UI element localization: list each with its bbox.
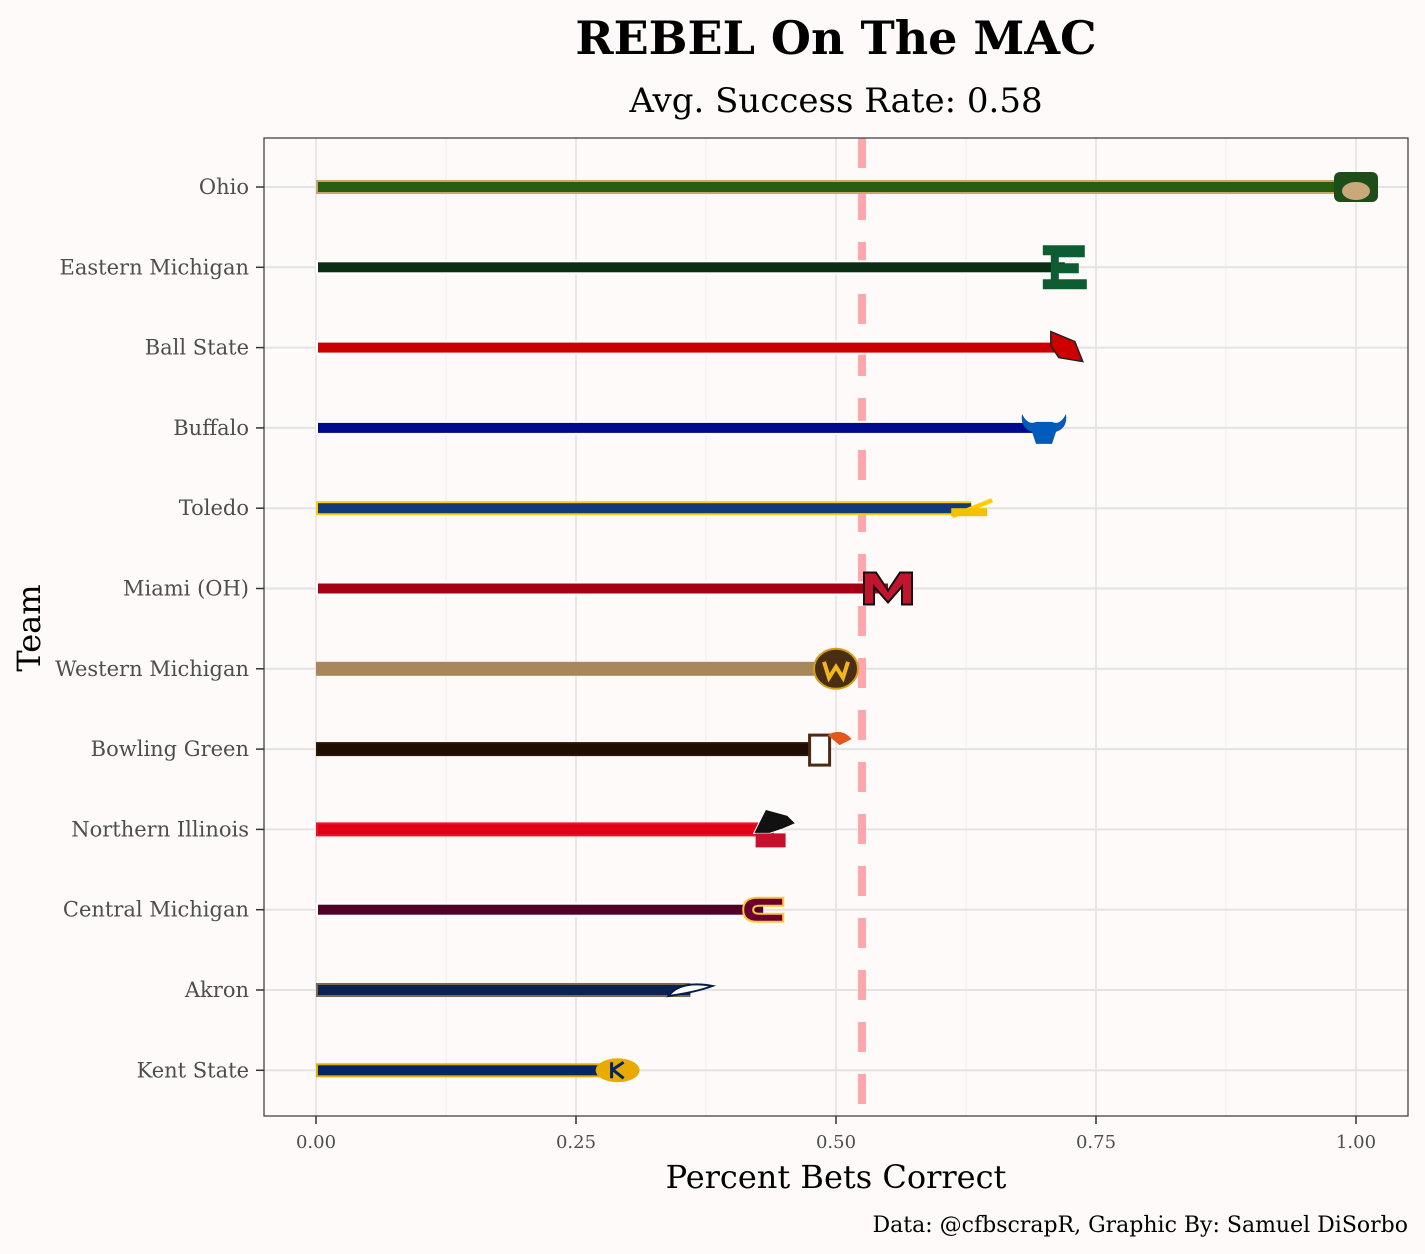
bar <box>318 904 764 915</box>
y-tick-label: Bowling Green <box>91 737 249 761</box>
ball-state-logo <box>1050 330 1084 363</box>
toledo-logo-wordmark <box>951 508 988 517</box>
x-tick-label: 1.00 <box>1336 1132 1376 1153</box>
x-tick-label: 0.50 <box>816 1132 856 1153</box>
x-tick-label: 0.25 <box>556 1132 596 1153</box>
x-tick-label: 0.75 <box>1076 1132 1116 1153</box>
northern-illinois-logo-bar <box>755 833 786 848</box>
bar <box>318 663 836 674</box>
y-tick-label: Kent State <box>137 1058 249 1082</box>
buffalo-logo-shape <box>1021 413 1067 444</box>
y-tick-label: Northern Illinois <box>71 817 249 841</box>
y-tick-label: Ball State <box>145 336 249 360</box>
bar <box>318 824 774 835</box>
ohio-logo <box>1334 172 1378 202</box>
y-tick-label: Central Michigan <box>63 898 249 922</box>
eastern-michigan-logo-shape <box>1042 245 1087 290</box>
central-michigan-logo <box>742 896 785 923</box>
toledo-logo <box>951 498 994 519</box>
y-tick-label: Buffalo <box>173 416 249 440</box>
bar <box>318 422 1044 433</box>
bar <box>318 744 826 755</box>
bowling-green-logo <box>808 731 852 767</box>
chart-caption: Data: @cfbscrapR, Graphic By: Samuel DiS… <box>873 1213 1408 1238</box>
central-michigan-logo-shape <box>742 896 785 923</box>
kent-state-logo <box>595 1058 640 1083</box>
y-tick-label: Akron <box>184 978 249 1002</box>
team-logos <box>595 172 1378 1083</box>
bar <box>318 503 972 514</box>
kent-state-logo-k <box>610 1061 625 1080</box>
ohio-logo-bobcat <box>1342 182 1370 200</box>
bar <box>318 985 691 995</box>
ball-state-logo-shape <box>1050 330 1084 363</box>
y-tick-label: Miami (OH) <box>123 577 249 601</box>
y-tick-label: Toledo <box>179 496 249 520</box>
akron-logo-shape <box>666 983 717 998</box>
bar <box>318 262 1065 273</box>
northern-illinois-logo <box>752 808 797 848</box>
chart-title: REBEL On The MAC <box>575 11 1096 65</box>
y-axis-title: Team <box>10 584 48 671</box>
y-tick-label: Eastern Michigan <box>60 255 249 279</box>
x-axis-title: Percent Bets Correct <box>666 1158 1007 1196</box>
western-michigan-logo <box>813 647 859 690</box>
eastern-michigan-logo <box>1042 245 1087 290</box>
chart-subtitle: Avg. Success Rate: 0.58 <box>628 81 1042 121</box>
bowling-green-logo-shape <box>808 733 832 767</box>
western-michigan-logo-w <box>822 661 850 683</box>
buffalo-logo <box>1021 413 1067 444</box>
bar <box>318 1065 618 1076</box>
x-axis: 0.00 0.25 0.50 0.75 1.00 <box>296 1116 1376 1153</box>
bowling-green-logo-falcon <box>827 731 852 746</box>
y-axis: Ohio Eastern Michigan Ball State Buffalo Tol… <box>55 175 264 1082</box>
y-tick-label: Western Michigan <box>55 657 249 681</box>
miami-oh-logo <box>863 571 913 606</box>
y-tick-label: Ohio <box>199 175 249 199</box>
akron-logo <box>666 983 717 998</box>
bar <box>318 583 888 594</box>
x-tick-label: 0.00 <box>296 1132 336 1153</box>
kent-state-logo-shape <box>595 1058 640 1083</box>
bar <box>318 182 1356 192</box>
bars <box>316 180 1356 1078</box>
miami-oh-logo-shape <box>863 571 913 606</box>
bar <box>318 342 1065 353</box>
